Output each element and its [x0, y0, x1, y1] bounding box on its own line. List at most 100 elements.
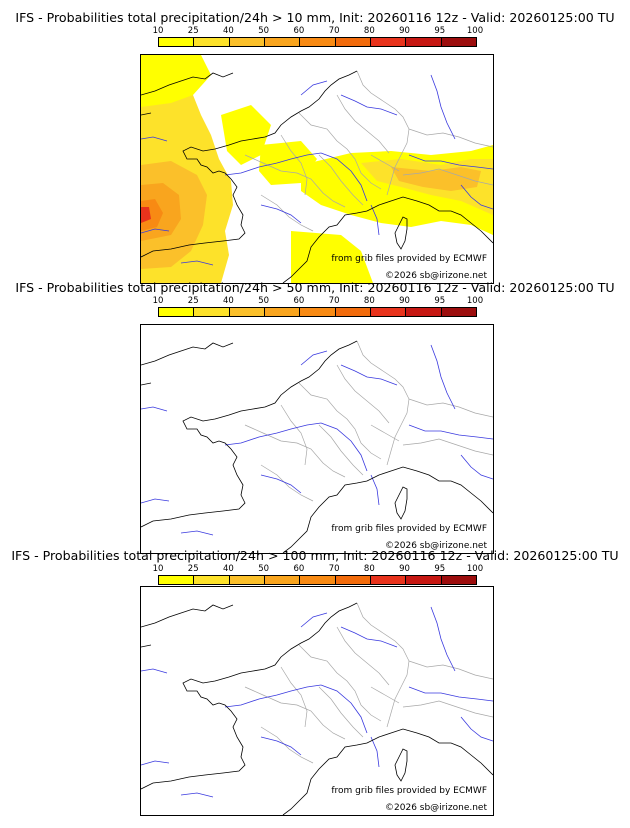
river [460, 184, 493, 210]
scale-tick-label: 95 [434, 296, 446, 306]
scale-tick-label: 60 [293, 26, 305, 36]
precipitation-area [391, 167, 481, 191]
scale-swatch [159, 576, 195, 584]
scale-tick-label: 25 [187, 564, 199, 574]
panel-100mm: IFS - Probabilities total precipitation/… [0, 548, 630, 828]
region-border [298, 644, 382, 722]
region-border [318, 686, 364, 738]
river [340, 626, 398, 648]
river [141, 406, 168, 412]
river [430, 606, 456, 672]
scale-bar [158, 37, 477, 47]
scale-tick-label: 95 [434, 26, 446, 36]
scale-tick-label: 90 [399, 296, 410, 306]
river [430, 74, 456, 140]
copyright-credit: ©2026 sb@irizone.net [385, 541, 487, 551]
river [180, 260, 214, 266]
scale-swatch [370, 576, 407, 584]
precipitation-area [141, 207, 151, 223]
river [408, 686, 493, 702]
coastline-corsica [394, 216, 408, 250]
coastline-atlantic [141, 340, 358, 528]
river [408, 424, 493, 440]
region-border [370, 424, 400, 442]
region-border [356, 340, 410, 466]
river [460, 454, 493, 480]
region-border [280, 134, 308, 196]
region-border [370, 154, 400, 172]
scale-swatch [229, 576, 265, 584]
river [141, 136, 168, 142]
region-border [260, 194, 314, 232]
region-border [244, 154, 346, 208]
river [320, 422, 368, 472]
scale-tick-label: 90 [399, 564, 410, 574]
panel-title: IFS - Probabilities total precipitation/… [15, 280, 615, 295]
scale-tick-label: 100 [466, 564, 484, 574]
river [320, 152, 368, 202]
river [408, 154, 493, 170]
probability-map: from grib files provided by ECMWF ©2026 … [140, 54, 494, 284]
scale-swatch [194, 308, 230, 316]
scale-tick-label: 10 [152, 296, 164, 306]
region-border [408, 128, 493, 148]
precipitation-area [291, 231, 373, 283]
precipitation-area [259, 141, 317, 185]
region-border [244, 686, 346, 740]
scale-tick-label: 40 [223, 296, 234, 306]
region-border [356, 602, 410, 728]
scale-swatch [264, 576, 301, 584]
region-border [260, 726, 314, 764]
scale-tick-label: 100 [466, 296, 484, 306]
scale-tick-label: 60 [293, 296, 305, 306]
scale-swatch [300, 308, 336, 316]
coastline-atlantic [141, 70, 358, 258]
region-border [402, 700, 493, 718]
scale-swatch [441, 38, 476, 46]
scale-tick-label: 25 [187, 296, 199, 306]
scale-tick-label: 70 [328, 564, 340, 574]
river [260, 736, 302, 756]
scale-swatch [441, 308, 476, 316]
region-border [318, 154, 364, 206]
scale-swatch [229, 308, 265, 316]
region-border [336, 94, 390, 154]
river [180, 530, 214, 536]
coastline-uk [141, 72, 234, 116]
river [430, 344, 456, 410]
region-border [408, 398, 493, 418]
region-border [402, 438, 493, 456]
scale-tick-label: 10 [152, 26, 164, 36]
scale-swatch [441, 576, 476, 584]
scale-swatch [300, 576, 336, 584]
basemap-svg [141, 55, 493, 283]
river [141, 668, 168, 674]
probability-map: from grib files provided by ECMWF ©2026 … [140, 586, 494, 816]
region-border [244, 424, 346, 478]
scale-swatch [264, 38, 301, 46]
region-border [280, 666, 308, 728]
river [224, 422, 322, 446]
scale-tick-label: 80 [363, 564, 375, 574]
coastline-mediterranean [282, 466, 493, 553]
region-border [280, 404, 308, 466]
scale-tick-label: 40 [223, 564, 234, 574]
copyright-credit: ©2026 sb@irizone.net [385, 271, 487, 281]
region-border [298, 382, 382, 460]
probability-color-scale: 10 25 40 50 60 70 80 90 95 100 [153, 26, 483, 47]
coastline-corsica [394, 748, 408, 782]
scale-tick-label: 10 [152, 564, 164, 574]
river [224, 684, 322, 708]
panel-50mm: IFS - Probabilities total precipitation/… [0, 280, 630, 554]
scale-swatch [370, 38, 407, 46]
scale-tick-label: 80 [363, 296, 375, 306]
coastline-mediterranean [282, 196, 493, 283]
scale-swatch [335, 38, 371, 46]
precipitation-area [141, 55, 211, 107]
basemap-svg [141, 602, 493, 815]
river [300, 80, 328, 96]
scale-swatch [300, 38, 336, 46]
scale-swatch [406, 576, 442, 584]
river [180, 792, 214, 798]
probability-map: from grib files provided by ECMWF ©2026 … [140, 324, 494, 554]
